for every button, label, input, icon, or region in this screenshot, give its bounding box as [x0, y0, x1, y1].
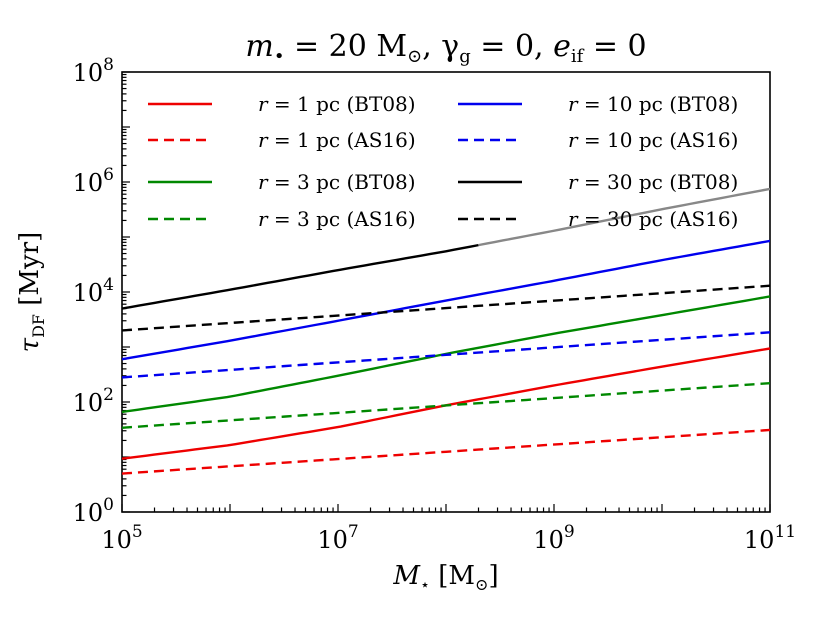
legend-entry: r = 10 pc (BT08)	[568, 92, 738, 116]
legend-entry: r = 10 pc (AS16)	[568, 128, 738, 152]
y-axis-ticks: 100 102 104 106 108	[73, 55, 130, 527]
y-tick-label: 106	[73, 165, 114, 197]
series-r-3-pc-as16	[122, 381, 770, 429]
legend-entry: r = 1 pc (AS16)	[258, 128, 416, 152]
x-tick-label: 109	[533, 522, 574, 554]
series-r-10-pc-as16	[122, 331, 770, 379]
legend: r = 1 pc (BT08) r = 1 pc (AS16) r = 3 pc (…	[148, 92, 738, 231]
x-axis-label: M⋆ [M⊙]	[392, 561, 498, 594]
series-lines	[122, 187, 770, 475]
legend-entry: r = 30 pc (AS16)	[568, 207, 738, 231]
x-tick-label: 107	[317, 522, 358, 554]
series-r-30-pc-bt08-faded	[478, 187, 770, 247]
legend-entry: r = 3 pc (BT08)	[258, 170, 416, 194]
plot-area: 105 107 109 1011 100 102 104 106 108 r = 1 pc (…	[73, 55, 796, 554]
x-tick-label: 105	[101, 522, 142, 554]
x-tick-label: 1011	[744, 522, 796, 554]
series-r-1-pc-as16	[122, 428, 770, 475]
legend-entry: r = 30 pc (BT08)	[568, 170, 738, 194]
y-axis-label-text: τDF [Myr]	[15, 232, 48, 353]
series-r-30-pc-bt08	[122, 243, 479, 310]
series-r-30-pc-as16	[122, 284, 770, 332]
x-axis-ticks: 105 107 109 1011	[101, 504, 796, 554]
y-tick-label: 102	[73, 385, 114, 417]
series-r-10-pc-bt08	[122, 239, 770, 361]
chart-title: m• = 20 M⊙, γg = 0, eif = 0	[245, 29, 646, 67]
chart-title-text: m• = 20 M⊙, γg = 0, eif = 0	[245, 29, 646, 67]
y-tick-label: 104	[73, 275, 114, 307]
series-r-1-pc-bt08	[122, 347, 770, 460]
x-axis-label-text: M⋆ [M⊙]	[392, 561, 498, 594]
y-tick-label: 100	[73, 495, 114, 527]
y-tick-label: 108	[73, 55, 114, 87]
legend-entry: r = 1 pc (BT08)	[258, 92, 416, 116]
legend-entry: r = 3 pc (AS16)	[258, 207, 416, 231]
y-axis-label: τDF [Myr]	[15, 232, 48, 353]
